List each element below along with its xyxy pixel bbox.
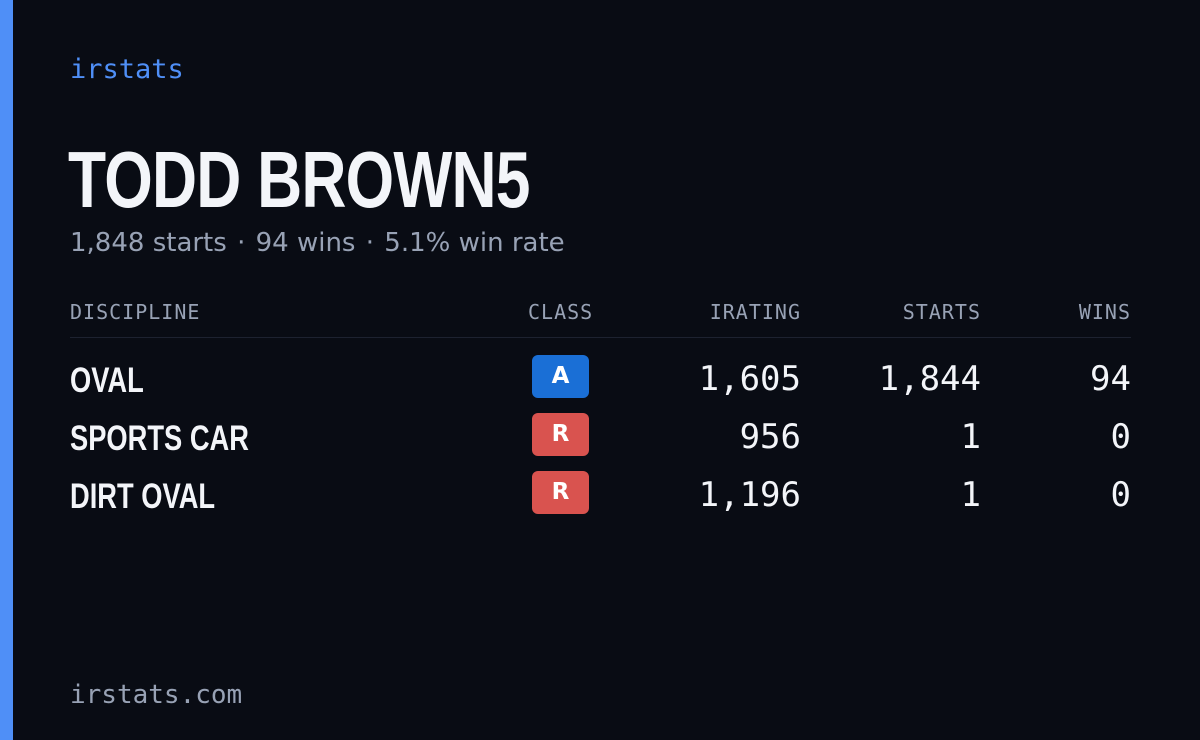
brand-logo-text: irstats [70, 54, 184, 85]
table-row: SPORTS CAR R 956 1 0 [70, 413, 1131, 471]
starts-value: 1 [960, 417, 981, 457]
starts-value: 1 [960, 475, 981, 515]
summary-separator: · [237, 228, 246, 258]
discipline-name: SPORTS CAR [70, 419, 249, 458]
wins-value: 0 [1110, 417, 1131, 457]
header-starts: STARTS [902, 300, 981, 324]
header-wins: WINS [1078, 300, 1131, 324]
starts-value: 1,844 [878, 359, 981, 399]
header-discipline: DISCIPLINE [70, 300, 201, 324]
wins-value: 0 [1110, 475, 1131, 515]
wins-value: 94 [1090, 359, 1131, 399]
header-irating: IRATING [709, 300, 801, 324]
table-row: DIRT OVAL R 1,196 1 0 [70, 471, 1131, 529]
career-summary: 1,848 starts · 94 wins · 5.1% win rate [70, 228, 565, 258]
table-row: OVAL A 1,605 1,844 94 [70, 355, 1131, 413]
summary-wins: 94 wins [255, 228, 356, 258]
license-class-badge: R [532, 413, 589, 456]
irating-value: 1,196 [698, 475, 801, 515]
table-header: DISCIPLINE CLASS IRATING STARTS WINS [70, 300, 1131, 338]
summary-separator: · [365, 228, 375, 258]
irating-value: 956 [739, 417, 801, 457]
summary-win-rate: 5.1% win rate [384, 228, 565, 258]
license-class-badge: R [532, 471, 589, 514]
driver-name: TODD BROWN5 [68, 135, 531, 224]
summary-starts: 1,848 starts [70, 228, 227, 258]
irating-value: 1,605 [698, 359, 801, 399]
discipline-table: DISCIPLINE CLASS IRATING STARTS WINS OVA… [70, 300, 1131, 516]
discipline-name: DIRT OVAL [70, 477, 216, 516]
footer-site-url: irstats.com [70, 680, 243, 710]
license-class-badge: A [532, 355, 589, 398]
discipline-name: OVAL [70, 361, 144, 400]
table-body: OVAL A 1,605 1,844 94 SPORTS CAR R 956 1… [70, 355, 1131, 529]
header-class: CLASS [528, 300, 594, 324]
accent-bar [0, 0, 13, 740]
